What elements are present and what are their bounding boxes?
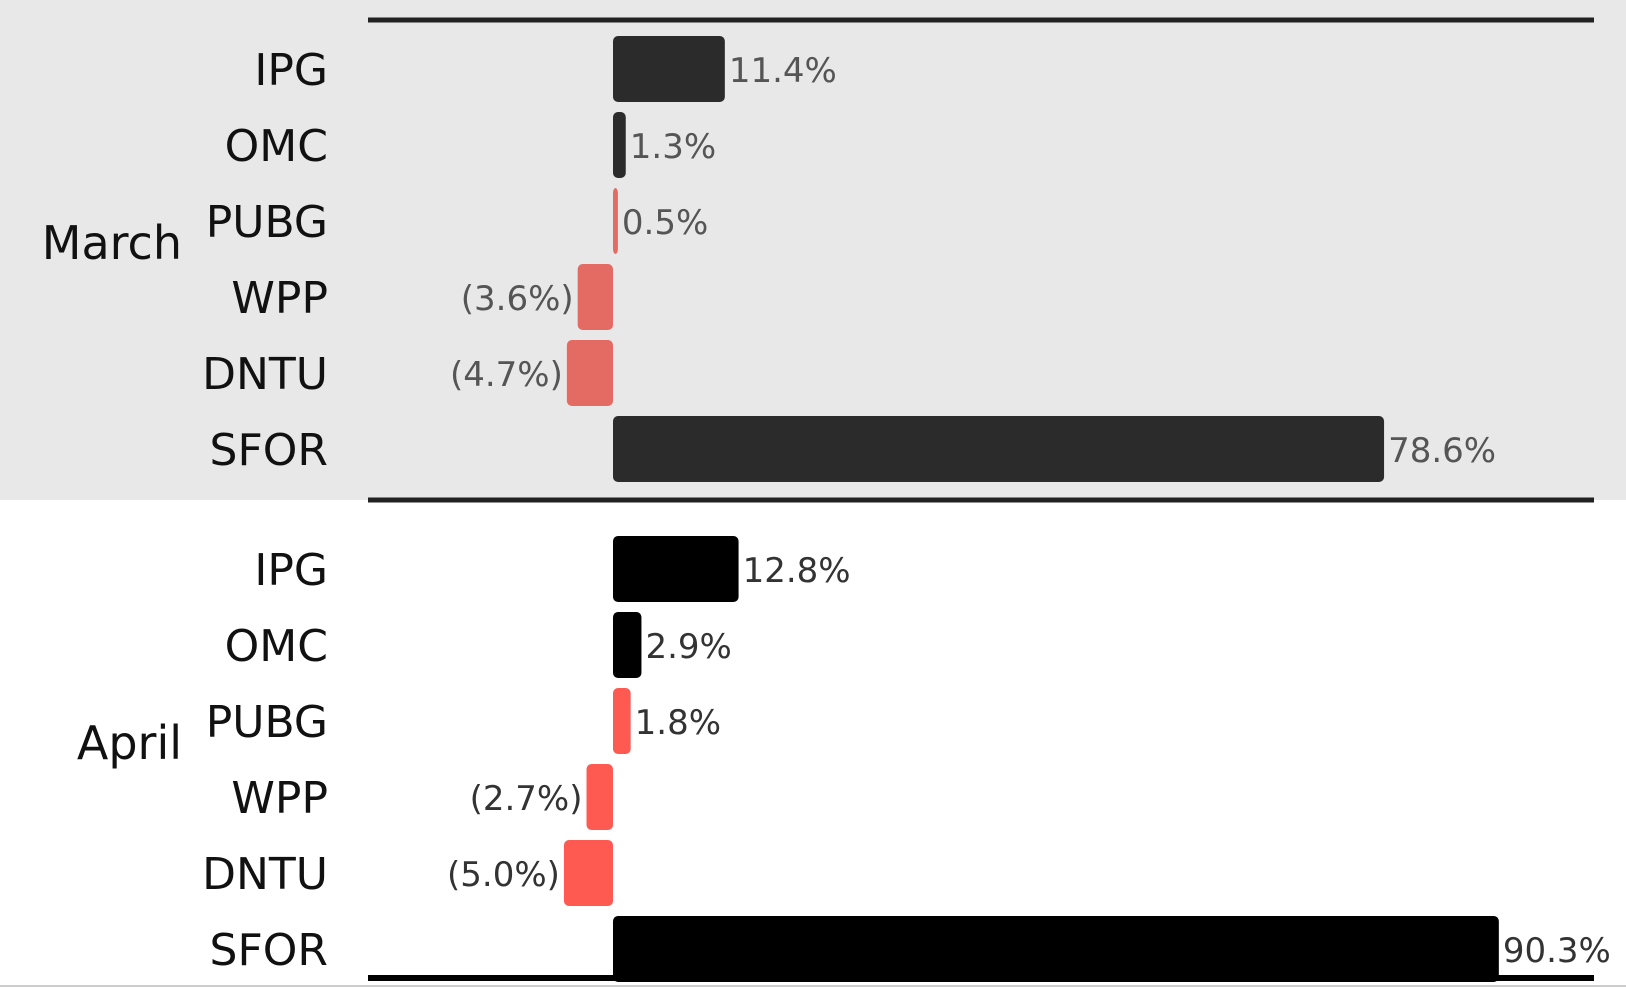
data-label-march-pubg: 0.5% <box>622 203 708 243</box>
data-label-april-pubg: 1.8% <box>635 703 721 743</box>
category-label-march-dntu: DNTU <box>202 349 328 400</box>
category-label-april-ipg: IPG <box>254 545 328 596</box>
category-label-march-ipg: IPG <box>254 45 328 96</box>
category-label-march-wpp: WPP <box>231 273 328 324</box>
category-label-april-sfor: SFOR <box>210 925 328 976</box>
category-label-april-omc: OMC <box>225 621 328 672</box>
bar-march-dntu <box>566 340 613 406</box>
bar-april-sfor <box>613 916 1499 982</box>
category-label-march-pubg: PUBG <box>206 197 328 248</box>
bar-march-pubg <box>613 188 618 254</box>
data-label-march-wpp: (3.6%) <box>461 279 574 319</box>
data-label-march-sfor: 78.6% <box>1388 431 1496 471</box>
data-label-april-wpp: (2.7%) <box>470 779 583 819</box>
category-label-march-omc: OMC <box>225 121 328 172</box>
data-label-march-ipg: 11.4% <box>729 51 837 91</box>
group-label-march: March <box>42 216 182 270</box>
bar-march-omc <box>613 112 626 178</box>
bar-april-pubg <box>613 688 631 754</box>
group-label-april: April <box>77 716 182 770</box>
category-label-april-pubg: PUBG <box>206 697 328 748</box>
bar-march-sfor <box>613 416 1385 482</box>
data-label-april-dntu: (5.0%) <box>447 855 560 895</box>
data-label-april-ipg: 12.8% <box>743 551 851 591</box>
data-label-march-omc: 1.3% <box>630 127 716 167</box>
bar-april-dntu <box>563 840 613 906</box>
data-label-march-dntu: (4.7%) <box>450 355 563 395</box>
bar-april-ipg <box>613 536 739 602</box>
data-label-april-sfor: 90.3% <box>1503 931 1611 971</box>
bar-april-wpp <box>586 764 613 830</box>
category-label-march-sfor: SFOR <box>210 425 328 476</box>
bar-march-wpp <box>577 264 613 330</box>
bar-march-ipg <box>613 36 725 102</box>
category-label-april-wpp: WPP <box>231 773 328 824</box>
data-label-april-omc: 2.9% <box>645 627 731 667</box>
bar-april-omc <box>613 612 642 678</box>
category-label-april-dntu: DNTU <box>202 849 328 900</box>
group-background-april <box>0 500 1626 980</box>
